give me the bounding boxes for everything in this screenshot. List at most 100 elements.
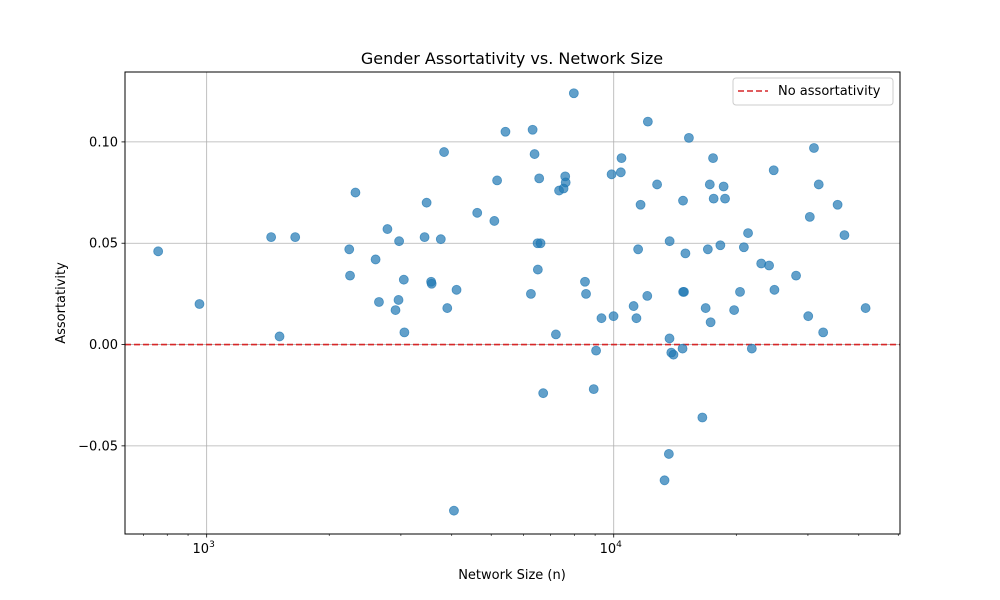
data-point bbox=[489, 216, 500, 226]
data-point bbox=[708, 193, 719, 204]
y-tick-label: 0.10 bbox=[89, 135, 118, 150]
data-point bbox=[527, 124, 538, 135]
data-point bbox=[738, 242, 749, 253]
data-point bbox=[568, 88, 579, 99]
data-point bbox=[274, 331, 285, 342]
data-point bbox=[526, 288, 536, 299]
data-point bbox=[581, 288, 591, 299]
data-point bbox=[500, 126, 511, 137]
data-point bbox=[435, 234, 446, 245]
data-point bbox=[153, 246, 164, 257]
data-point bbox=[702, 244, 713, 255]
plot-area bbox=[125, 72, 900, 534]
data-point bbox=[350, 187, 361, 198]
data-point bbox=[735, 286, 745, 297]
y-tick-label: −0.05 bbox=[78, 439, 118, 454]
data-point bbox=[832, 199, 843, 210]
data-point bbox=[419, 232, 430, 243]
data-point bbox=[344, 244, 355, 255]
data-point bbox=[439, 147, 449, 157]
data-point bbox=[633, 244, 644, 255]
data-point bbox=[769, 284, 780, 295]
x-axis-label: Network Size (n) bbox=[458, 568, 566, 583]
data-point bbox=[663, 449, 674, 459]
data-point bbox=[642, 291, 653, 301]
data-point bbox=[860, 303, 871, 313]
data-point bbox=[608, 311, 619, 322]
data-point bbox=[680, 248, 691, 259]
data-point bbox=[382, 224, 393, 234]
data-point bbox=[720, 193, 730, 204]
data-point bbox=[532, 264, 543, 275]
data-point bbox=[628, 301, 639, 311]
data-point bbox=[591, 345, 601, 356]
data-point bbox=[596, 313, 607, 324]
data-point bbox=[560, 177, 571, 188]
data-point bbox=[421, 197, 432, 208]
data-point bbox=[804, 211, 815, 222]
data-point bbox=[290, 232, 301, 243]
data-point bbox=[492, 175, 503, 186]
data-point bbox=[588, 384, 599, 395]
data-point bbox=[704, 179, 715, 190]
data-point bbox=[399, 327, 410, 338]
data-point bbox=[374, 297, 384, 307]
data-point bbox=[451, 284, 462, 295]
data-point bbox=[668, 349, 679, 360]
data-point bbox=[616, 153, 627, 164]
data-point bbox=[635, 199, 646, 210]
data-point bbox=[449, 505, 459, 516]
legend-box bbox=[732, 77, 894, 106]
data-point bbox=[839, 230, 850, 241]
data-point bbox=[684, 132, 694, 143]
data-point bbox=[194, 299, 205, 309]
data-point bbox=[677, 343, 688, 354]
data-point bbox=[390, 305, 401, 315]
data-point bbox=[472, 207, 483, 218]
plot-frame bbox=[124, 71, 901, 535]
data-point bbox=[708, 153, 718, 164]
x-tick-exponent: 4 bbox=[616, 540, 622, 550]
data-point bbox=[393, 295, 404, 305]
data-point bbox=[697, 412, 708, 423]
y-tick-label: 0.05 bbox=[89, 237, 118, 252]
data-point bbox=[266, 232, 277, 243]
data-point bbox=[791, 270, 801, 281]
data-point bbox=[652, 179, 662, 190]
data-points bbox=[153, 88, 871, 516]
data-point bbox=[700, 303, 711, 313]
data-point bbox=[550, 329, 561, 340]
data-point bbox=[809, 143, 819, 153]
data-point bbox=[678, 195, 688, 206]
legend-label: No assortativity bbox=[778, 84, 881, 99]
data-point bbox=[764, 260, 774, 271]
data-point bbox=[580, 276, 590, 287]
data-point bbox=[729, 305, 740, 315]
data-point bbox=[743, 228, 753, 238]
data-point bbox=[615, 167, 626, 178]
data-point bbox=[394, 236, 405, 247]
data-point bbox=[715, 240, 726, 251]
x-tick-exponent: 3 bbox=[209, 540, 215, 550]
data-point bbox=[426, 278, 437, 289]
y-axis-label: Assortativity bbox=[54, 262, 69, 344]
data-point bbox=[345, 270, 355, 281]
chart-title: Gender Assortativity vs. Network Size bbox=[361, 49, 663, 68]
data-point bbox=[813, 179, 824, 190]
data-point bbox=[529, 149, 540, 159]
data-point bbox=[746, 343, 757, 354]
data-point bbox=[398, 274, 409, 285]
data-point bbox=[818, 327, 829, 338]
data-point bbox=[705, 317, 716, 328]
data-point bbox=[534, 173, 545, 184]
data-point bbox=[679, 286, 689, 297]
legend: No assortativity bbox=[732, 77, 894, 106]
data-point bbox=[659, 475, 670, 486]
data-point bbox=[718, 181, 729, 192]
data-point bbox=[606, 169, 617, 180]
data-point bbox=[642, 116, 653, 127]
data-point bbox=[370, 254, 381, 265]
data-point bbox=[538, 388, 549, 399]
data-point bbox=[535, 238, 546, 249]
